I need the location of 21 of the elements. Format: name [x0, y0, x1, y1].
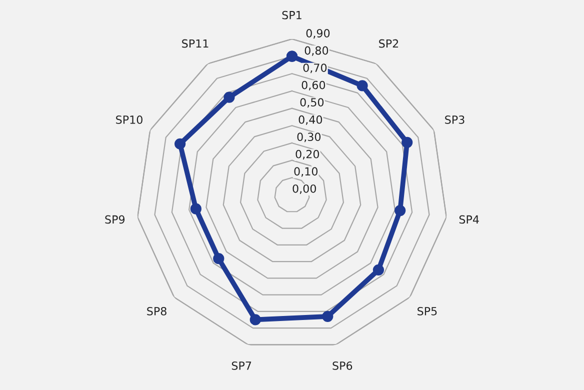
y-tick-label: 0,20 — [296, 150, 320, 160]
y-tick-label: 0,00 — [292, 184, 316, 194]
spoke-label: SP9 — [105, 215, 125, 224]
spoke-label: SP6 — [332, 361, 352, 370]
spoke-label: SP5 — [418, 306, 437, 316]
y-tick-label: 0,50 — [300, 98, 324, 108]
y-tick-label: 0,30 — [297, 132, 321, 142]
y-tick-label: 0,80 — [304, 46, 328, 56]
spoke-label: SP8 — [147, 306, 166, 316]
y-tick-label: 0,60 — [302, 80, 326, 90]
y-tick-label: 0,70 — [303, 64, 327, 74]
spoke-label: SP10 — [116, 115, 142, 124]
y-tick-label: 0,90 — [306, 29, 330, 39]
spoke-label: SP7 — [232, 361, 252, 370]
spoke-label: SP4 — [459, 215, 479, 224]
spoke-label: SP11 — [182, 39, 208, 48]
y-tick-label: 0,10 — [294, 167, 318, 177]
spoke-label: SP2 — [379, 39, 398, 48]
spoke-label: SP3 — [445, 115, 464, 124]
y-tick-label: 0,40 — [298, 115, 322, 125]
spoke-label: SP1 — [282, 10, 302, 20]
